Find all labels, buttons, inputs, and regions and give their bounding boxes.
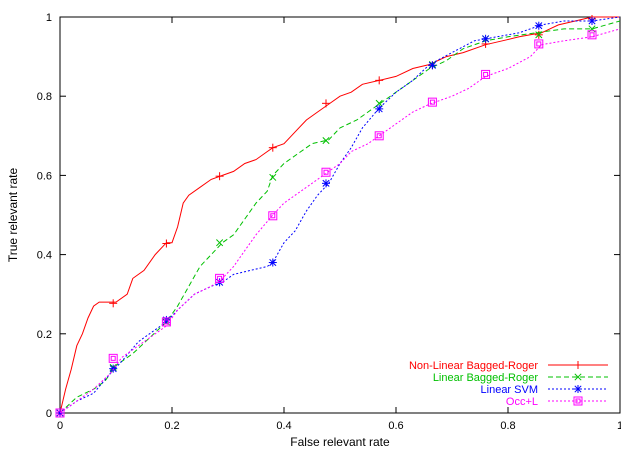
series-layer	[55, 14, 621, 418]
series-linear-bagged-roger	[56, 20, 621, 417]
data-point-linear-svm	[268, 258, 277, 267]
legend-entry-non-linear-bagged-roger: Non-Linear Bagged-Roger	[409, 360, 608, 372]
data-point-occ-l	[587, 30, 597, 40]
x-tick-label: 1	[617, 420, 621, 432]
legend-marker	[574, 385, 582, 393]
data-point-non-linear-bagged-roger	[109, 299, 118, 308]
data-point-linear-bagged-roger	[322, 136, 330, 145]
y-tick-label: 0.6	[37, 170, 52, 182]
data-point-occ-l	[427, 97, 437, 107]
y-axis-label: True relevant rate	[6, 168, 20, 263]
legend-marker	[574, 373, 582, 381]
data-point-occ-l	[161, 317, 171, 327]
legend-label: Occ+L	[506, 396, 538, 408]
legend-entry-linear-bagged-roger: Linear Bagged-Roger	[433, 372, 608, 384]
data-point-non-linear-bagged-roger	[162, 239, 171, 248]
y-tick-label: 0	[46, 408, 52, 420]
axes	[59, 16, 621, 414]
x-tick-label: 0	[57, 420, 63, 432]
x-tick-label: 0.8	[500, 420, 515, 432]
series-occ-l	[55, 28, 621, 418]
y-tick-label: 0.4	[37, 250, 52, 262]
legend-marker	[574, 361, 582, 369]
plot-frame	[59, 16, 621, 414]
series-line-linear-svm	[59, 16, 621, 414]
legend-marker	[573, 396, 583, 406]
legend-entry-occ-l: Occ+L	[506, 396, 608, 408]
data-point-linear-bagged-roger	[269, 173, 277, 181]
data-point-linear-bagged-roger	[216, 239, 224, 247]
data-point-linear-svm	[534, 21, 543, 30]
data-point-linear-svm	[428, 61, 437, 70]
y-tick-label: 0.8	[37, 91, 52, 103]
data-point-linear-svm	[375, 104, 384, 113]
legend-entry-linear-svm: Linear SVM	[481, 384, 608, 396]
data-point-occ-l	[374, 131, 384, 141]
series-linear-svm	[56, 16, 621, 417]
series-non-linear-bagged-roger	[56, 14, 620, 417]
x-tick-label: 0.6	[388, 420, 403, 432]
x-tick-label: 0.2	[164, 420, 179, 432]
legend-label: Non-Linear Bagged-Roger	[409, 360, 538, 372]
data-point-linear-svm	[322, 179, 330, 188]
x-axis-label: False relevant rate	[290, 435, 390, 449]
data-point-occ-l	[55, 408, 65, 418]
series-line-occ-l	[59, 28, 621, 414]
ticks: 00 0.2 0.2 0.4 0.4 0.6 0.6 0.8 0.8 1 1	[37, 12, 621, 432]
data-point-linear-bagged-roger	[375, 99, 383, 107]
data-point-occ-l	[108, 353, 118, 363]
data-point-occ-l	[268, 211, 278, 221]
series-line-linear-bagged-roger	[59, 20, 621, 414]
data-point-occ-l	[481, 69, 491, 79]
data-point-occ-l	[534, 39, 544, 49]
data-point-linear-bagged-roger	[535, 31, 543, 39]
legend-label: Linear Bagged-Roger	[433, 372, 539, 384]
series-line-non-linear-bagged-roger	[59, 16, 620, 414]
data-point-occ-l	[321, 167, 331, 177]
y-tick-label: 0.2	[37, 329, 52, 341]
data-point-non-linear-bagged-roger	[322, 99, 330, 108]
y-tick-label: 1	[46, 12, 52, 24]
data-point-non-linear-bagged-roger	[215, 172, 224, 181]
data-point-non-linear-bagged-roger	[375, 76, 384, 85]
data-point-non-linear-bagged-roger	[268, 143, 277, 152]
data-point-linear-svm	[481, 34, 490, 43]
legend-label: Linear SVM	[481, 384, 538, 396]
x-tick-label: 0.4	[276, 420, 291, 432]
data-point-linear-svm	[588, 16, 596, 25]
data-point-occ-l	[215, 273, 225, 283]
